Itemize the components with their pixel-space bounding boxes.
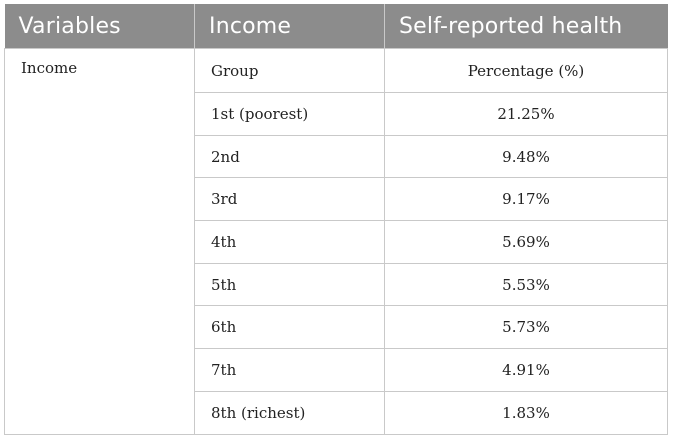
table-row: 2nd 9.48% xyxy=(5,134,668,179)
group-cell: 3rd xyxy=(194,177,385,222)
subheader-group: Group xyxy=(194,48,385,93)
table-row: 1st (poorest) 21.25% xyxy=(5,92,668,136)
group-cell: 5th xyxy=(194,262,385,307)
percentage-cell: 5.73% xyxy=(384,305,668,350)
table-row: 3rd 9.17% xyxy=(5,177,668,222)
group-cell: 6th xyxy=(194,305,385,350)
percentage-cell: 9.48% xyxy=(384,134,668,179)
group-cell: 7th xyxy=(194,348,385,392)
subheader-percentage: Percentage (%) xyxy=(384,48,668,93)
table-row: 4th 5.69% xyxy=(5,220,668,264)
group-cell: 1st (poorest) xyxy=(194,92,385,136)
group-cell: 4th xyxy=(194,220,385,264)
percentage-cell: 9.17% xyxy=(384,177,668,222)
group-cell: 8th (richest) xyxy=(194,390,385,435)
table-subheader-row: Income Group Percentage (%) xyxy=(4,48,668,435)
header-income: Income xyxy=(194,4,385,49)
table-header-row: Variables Income Self-reported health xyxy=(4,4,668,49)
table-row: 7th 4.91% xyxy=(5,348,668,392)
percentage-cell: 5.69% xyxy=(384,220,668,264)
income-health-table: Variables Income Self-reported health In… xyxy=(4,4,668,435)
group-cell: 2nd xyxy=(194,134,385,179)
percentage-cell: 5.53% xyxy=(384,262,668,307)
table-row: 8th (richest) 1.83% xyxy=(5,390,668,435)
percentage-cell: 1.83% xyxy=(384,390,668,435)
percentage-cell: 4.91% xyxy=(384,348,668,392)
header-self-reported-health: Self-reported health xyxy=(384,4,668,49)
variable-income-cell: Income xyxy=(4,48,195,435)
percentage-cell: 21.25% xyxy=(384,92,668,136)
table-row: 5th 5.53% xyxy=(5,262,668,307)
header-variables: Variables xyxy=(4,4,195,49)
table-row: 6th 5.73% xyxy=(5,305,668,350)
